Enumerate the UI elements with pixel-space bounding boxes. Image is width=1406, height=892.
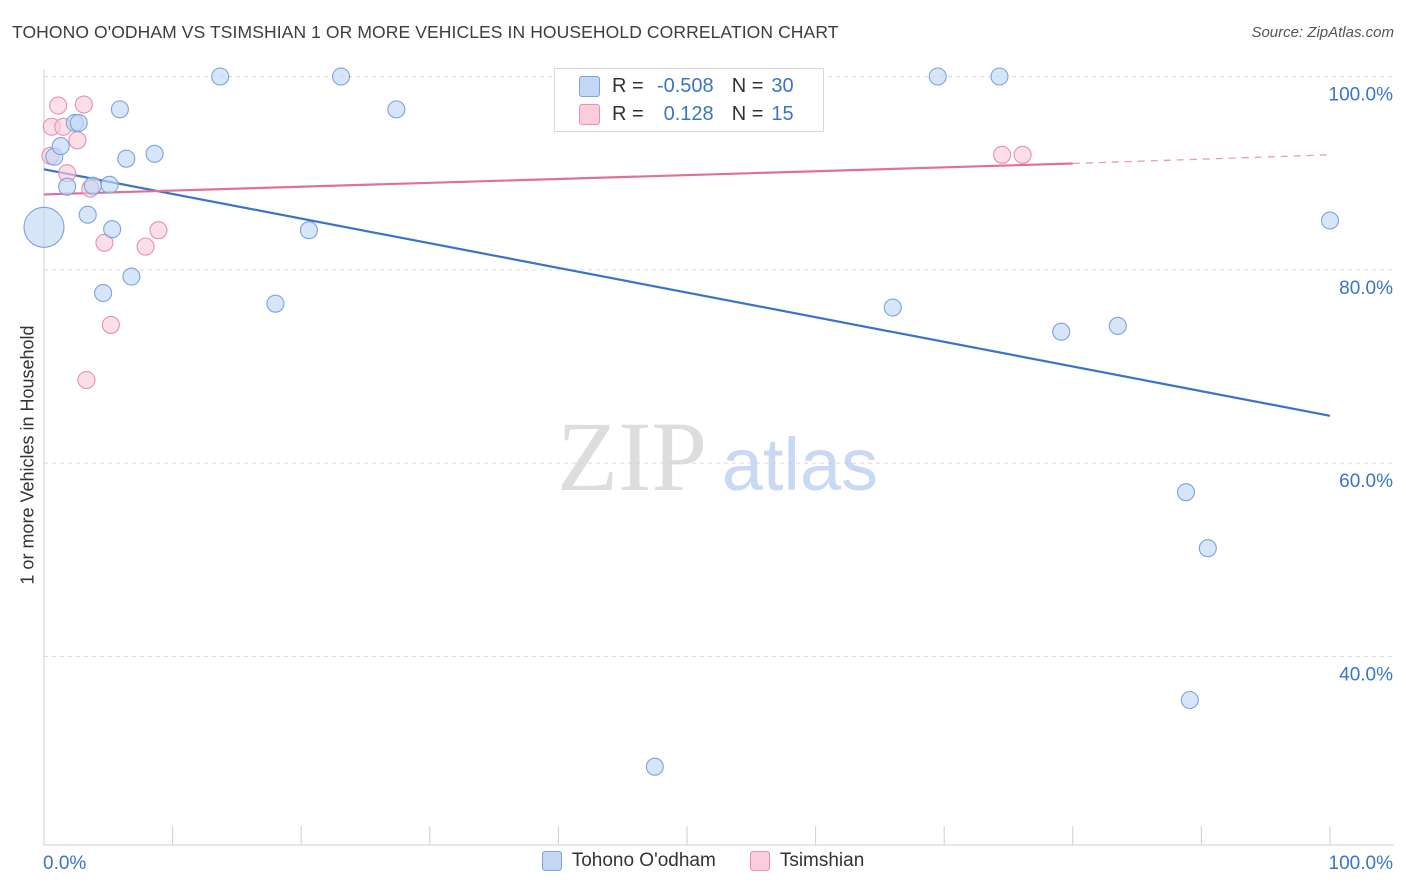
point-tohono[interactable]	[78, 205, 97, 224]
point-tohono[interactable]	[100, 175, 119, 194]
point-tohono[interactable]	[145, 144, 164, 163]
point-tohono[interactable]	[1176, 483, 1196, 502]
point-tohono[interactable]	[117, 149, 136, 168]
point-tohono[interactable]	[1108, 316, 1127, 335]
legend-label: Tohono O'odham	[571, 850, 716, 871]
n-value: 15	[771, 102, 794, 125]
trend-line-tohono	[43, 168, 1331, 417]
legend-swatch-blue	[541, 851, 562, 871]
point-tohono[interactable]	[299, 221, 318, 240]
point-tohono[interactable]	[110, 100, 129, 119]
trend-lines	[43, 154, 1331, 417]
point-tohono[interactable]	[883, 298, 902, 317]
point-tohono[interactable]	[211, 67, 230, 86]
y-axis-title: 1 or more Vehicles in Household	[17, 325, 38, 585]
blue-swatch	[579, 75, 600, 97]
r-label: R =	[612, 74, 644, 97]
y-tick-label: 100.0%	[1329, 85, 1394, 106]
point-tohono[interactable]	[83, 176, 102, 195]
y-tick-label: 80.0%	[1339, 278, 1393, 299]
point-tohono[interactable]	[58, 177, 77, 196]
axes	[43, 70, 1394, 846]
point-tohono[interactable]	[122, 267, 141, 286]
chart-title: TOHONO O'ODHAM VS TSIMSHIAN 1 OR MORE VE…	[12, 22, 839, 42]
point-tsimshian[interactable]	[993, 145, 1012, 164]
point-tsimshian[interactable]	[74, 95, 93, 114]
point-tohono[interactable]	[928, 67, 947, 86]
r-label: R =	[612, 102, 644, 125]
n-label: N =	[731, 74, 764, 97]
point-tsimshian[interactable]	[95, 233, 114, 252]
watermark-zip: ZIP	[557, 401, 707, 512]
watermark: ZIP atlas	[557, 401, 878, 512]
trend-line-tsimshian-extension	[1072, 154, 1331, 165]
pink-swatch	[579, 103, 600, 125]
n-label: N =	[731, 102, 764, 125]
point-tsimshian[interactable]	[49, 96, 68, 115]
gridlines	[44, 76, 1394, 657]
point-tsimshian[interactable]	[77, 370, 96, 390]
point-tsimshian[interactable]	[101, 315, 120, 334]
point-tohono[interactable]	[94, 283, 113, 303]
point-tsimshian[interactable]	[149, 221, 168, 240]
point-tohono[interactable]	[1198, 539, 1217, 558]
point-tohono[interactable]	[23, 206, 65, 248]
y-tick-label: 60.0%	[1339, 471, 1393, 492]
x-tick-label: 0.0%	[43, 853, 86, 874]
point-tsimshian[interactable]	[68, 131, 87, 150]
point-tohono[interactable]	[332, 67, 351, 86]
point-tohono[interactable]	[1052, 322, 1071, 341]
legend-item-tsimshian[interactable]: Tsimshian	[749, 850, 865, 872]
series-legend: Tohono O'odham Tsimshian	[0, 850, 1406, 872]
n-value: 30	[771, 74, 794, 97]
stats-legend-box: R = -0.508 N = 30 R = 0.128 N = 15	[554, 68, 824, 132]
x-tick-label: 100.0%	[1329, 853, 1394, 874]
stats-row-tohono: R = -0.508 N = 30	[579, 73, 794, 99]
stats-row-tsimshian: R = 0.128 N = 15	[579, 101, 794, 127]
data-points	[23, 67, 1340, 776]
r-value: -0.508	[656, 74, 714, 97]
watermark-atlas: atlas	[722, 423, 878, 506]
legend-item-tohono[interactable]: Tohono O'odham	[541, 850, 716, 872]
point-tohono[interactable]	[103, 220, 122, 239]
point-tohono[interactable]	[51, 137, 70, 156]
legend-swatch-pink	[749, 851, 770, 871]
source-label: Source: ZipAtlas.com	[1251, 24, 1394, 41]
y-tick-label: 40.0%	[1339, 665, 1393, 686]
legend-label: Tsimshian	[779, 850, 865, 871]
point-tohono[interactable]	[645, 757, 664, 776]
point-tohono[interactable]	[1180, 690, 1199, 710]
point-tohono[interactable]	[266, 294, 285, 313]
point-tohono[interactable]	[990, 67, 1009, 86]
point-tsimshian[interactable]	[1013, 145, 1032, 164]
tick-labels: 100.0% 80.0% 60.0% 40.0% 0.0% 100.0%	[43, 85, 1393, 875]
point-tohono[interactable]	[387, 100, 406, 119]
point-tsimshian[interactable]	[136, 237, 155, 256]
point-tohono[interactable]	[69, 113, 88, 132]
point-tohono[interactable]	[1320, 211, 1340, 230]
r-value: 0.128	[663, 102, 714, 125]
trend-line-tsimshian	[43, 162, 1073, 196]
